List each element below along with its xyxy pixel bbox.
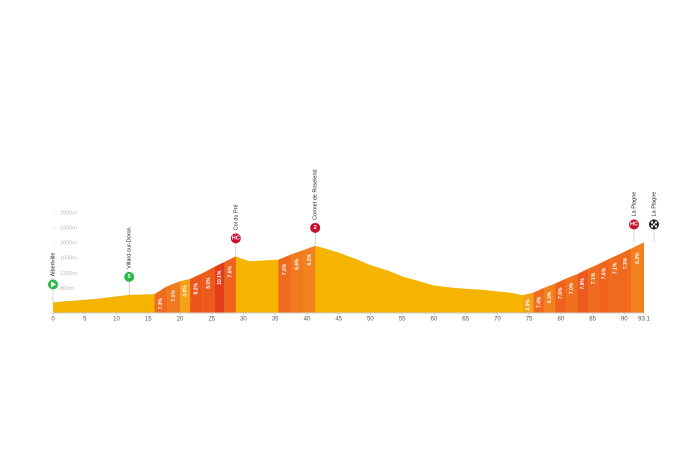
- x-tick-label: 25: [208, 317, 215, 323]
- marker-label: Albertville: [50, 253, 56, 277]
- gradient-segment: [167, 281, 180, 313]
- y-tick-label: 2000m: [60, 241, 77, 247]
- marker-label: La Plagne: [651, 192, 657, 217]
- finish-check: [655, 225, 657, 228]
- gradient-segment: [620, 248, 632, 313]
- gradient-segment: [303, 245, 316, 313]
- gradient-label: 8.0%: [206, 277, 212, 289]
- gradient-label: 8.2%: [193, 282, 199, 294]
- gradient-segment: [631, 242, 644, 313]
- gradient-segment: [291, 249, 304, 313]
- gradient-segment: [154, 286, 168, 313]
- gradient-label: 7.6%: [558, 287, 564, 299]
- marker-label: Cormet de Roselend: [313, 169, 319, 219]
- x-tick-label: 90: [621, 317, 628, 323]
- x-tick-label: 85: [589, 317, 596, 323]
- finish-check: [655, 221, 657, 224]
- gradient-label: 6.2%: [307, 253, 313, 265]
- finish-check: [651, 225, 653, 228]
- gradient-segment: [577, 268, 589, 313]
- marker: 5 Villard-sur-Doron: [124, 227, 135, 295]
- gradient-segment: [544, 283, 556, 313]
- gradient-segment: [202, 266, 215, 313]
- gradient-segment: [609, 253, 621, 313]
- x-tick-label: 70: [494, 317, 501, 323]
- x-tick-label: 30: [240, 317, 247, 323]
- y-tick-label: 1600m: [60, 256, 77, 262]
- gradient-label: 7.0%: [569, 282, 575, 294]
- marker: HC Col du Pré: [230, 204, 241, 257]
- marker-badge: [310, 222, 321, 233]
- x-tick-label: 15: [145, 317, 152, 323]
- marker: La Plagne: [649, 192, 659, 243]
- gradient-label: 7.3%: [623, 257, 629, 269]
- x-tick-label: 35: [272, 317, 279, 323]
- marker-label: La Plagne: [631, 192, 637, 217]
- finish-check: [651, 221, 653, 224]
- marker-badge-label: 5: [128, 274, 131, 280]
- marker-badge: [124, 271, 135, 282]
- gradient-segment: [278, 254, 292, 313]
- x-tick-label: 55: [399, 317, 406, 323]
- x-tick-label: 80: [557, 317, 564, 323]
- x-tick-label: 75: [526, 317, 533, 323]
- marker-badge-label: HC: [232, 236, 240, 242]
- gradient-label: 7.6%: [602, 267, 608, 279]
- gradient-segment: [522, 292, 534, 313]
- gradient-segment: [588, 263, 599, 313]
- x-tick-label: 50: [367, 317, 374, 323]
- gradient-label: 6.3%: [547, 291, 553, 303]
- gradient-label: 7.9%: [580, 278, 586, 290]
- x-tick-label: 0: [51, 317, 55, 323]
- gradient-segment: [598, 258, 610, 313]
- finish-check: [653, 223, 655, 226]
- gradient-label: 6.6%: [295, 258, 301, 270]
- gradient-segment: [214, 262, 225, 313]
- x-tick-label: 65: [462, 317, 469, 323]
- gradient-label: 7.3%: [158, 298, 164, 310]
- gradient-label: 4.0%: [182, 285, 188, 297]
- y-tick-label: 800m: [60, 286, 74, 292]
- gradient-segment: [555, 278, 566, 313]
- x-tick-label: 60: [431, 317, 438, 323]
- gradient-segment: [179, 279, 191, 313]
- x-tick-label: 10: [113, 317, 120, 323]
- x-tick-label: 45: [335, 317, 342, 323]
- x-tick-label: 40: [304, 317, 311, 323]
- gradient-label: 7.1%: [612, 262, 618, 274]
- y-tick-label: 1200m: [60, 271, 77, 277]
- marker: Albertville: [48, 253, 58, 303]
- gradient-label: 7.1%: [171, 290, 177, 302]
- gradient-segment: [565, 274, 578, 313]
- marker: 2 Cormet de Roselend: [310, 169, 321, 246]
- gradient-label: 7.6%: [227, 266, 233, 278]
- y-tick-label: 2800m: [60, 210, 77, 216]
- gradient-segment: [533, 287, 545, 313]
- x-tick-label: 93.1: [638, 317, 650, 323]
- marker-label: Col du Pré: [233, 204, 239, 230]
- x-tick-label: 5: [83, 317, 87, 323]
- gradient-label: 10.1%: [217, 270, 223, 285]
- marker-badge-label: 2: [314, 225, 317, 231]
- gradient-label: 7.2%: [282, 263, 288, 275]
- gradient-segment: [190, 273, 203, 313]
- gradient-label: 6.3%: [635, 252, 641, 264]
- x-tick-label: 20: [177, 317, 184, 323]
- gradient-label: 7.1%: [591, 272, 597, 284]
- gradient-label: 7.4%: [536, 296, 542, 308]
- marker: HC La Plagne: [629, 192, 639, 243]
- marker-label: Villard-sur-Doron: [127, 227, 133, 268]
- start-icon: [51, 281, 56, 288]
- gradient-segment: [224, 256, 236, 313]
- marker-badge: [629, 219, 639, 230]
- marker-badge-label: HC: [630, 222, 638, 228]
- marker-badge: [230, 233, 241, 244]
- gradient-label: 3.3%: [525, 299, 531, 311]
- y-tick-label: 2400m: [60, 226, 77, 232]
